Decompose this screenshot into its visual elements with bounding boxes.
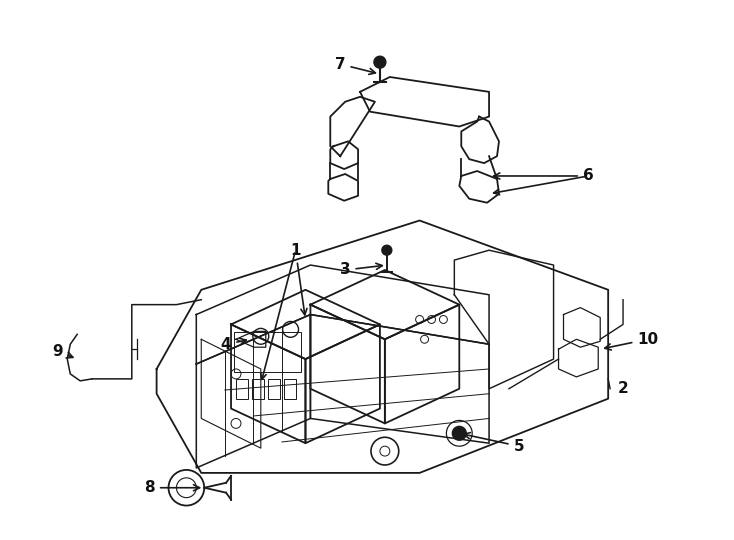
Text: 9: 9 (52, 343, 73, 359)
Text: 1: 1 (290, 242, 307, 315)
Text: 6: 6 (494, 168, 594, 184)
Bar (268, 379, 280, 399)
Text: 7: 7 (335, 57, 375, 75)
Bar (234, 332, 302, 372)
Bar (252, 379, 264, 399)
Circle shape (382, 245, 392, 255)
Text: 2: 2 (618, 381, 628, 396)
Bar (283, 379, 296, 399)
Text: 10: 10 (605, 332, 658, 350)
Bar (236, 379, 248, 399)
Text: 5: 5 (464, 433, 524, 454)
Text: 4: 4 (221, 337, 247, 352)
Text: 3: 3 (340, 262, 382, 278)
Text: 8: 8 (145, 480, 200, 495)
Circle shape (374, 56, 386, 68)
Circle shape (452, 427, 466, 440)
